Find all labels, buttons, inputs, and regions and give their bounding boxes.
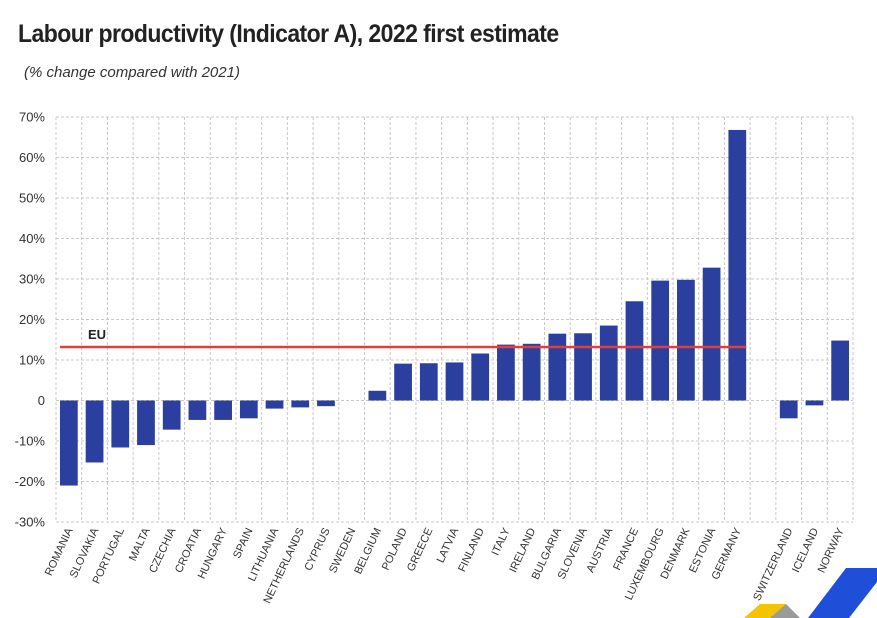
bar <box>831 340 850 401</box>
logo-grey-shape <box>770 604 800 618</box>
category-label: FINLAND <box>456 526 487 574</box>
y-tick-label: -30% <box>15 515 46 530</box>
bar <box>497 344 515 401</box>
bar <box>368 390 387 401</box>
y-tick-label: 10% <box>19 353 45 368</box>
eurostat-logo-icon <box>744 568 877 618</box>
bar <box>522 343 541 401</box>
bar <box>702 267 721 401</box>
bar <box>445 362 464 401</box>
category-label: SWITZERLAND <box>751 526 795 603</box>
bar <box>265 400 284 409</box>
bar <box>419 363 438 401</box>
category-label: NORWAY <box>816 526 847 575</box>
category-label: ITALY <box>490 526 513 558</box>
logo-blue-shape <box>808 568 877 618</box>
bar <box>239 400 258 419</box>
bars <box>59 129 850 486</box>
eu-label: EU <box>88 327 106 342</box>
bar <box>317 400 335 407</box>
y-tick-label: -10% <box>15 434 46 449</box>
bar <box>291 400 310 408</box>
y-tick-label: 40% <box>19 231 45 246</box>
y-axis: 70% 60% 50% 40% 30% 20% 10% 0 -10% -20% -30% <box>15 110 46 530</box>
bar <box>162 400 181 430</box>
bar <box>394 363 412 401</box>
bar <box>779 400 798 419</box>
y-tick-label: 20% <box>19 312 45 327</box>
bar <box>599 325 618 401</box>
bar <box>111 400 130 448</box>
bar <box>574 333 592 401</box>
category-label: MALTA <box>127 526 153 563</box>
bar <box>651 280 670 401</box>
bar <box>548 333 567 401</box>
category-label: GREECE <box>405 526 436 573</box>
chart-title: Labour productivity (Indicator A), 2022 … <box>18 20 559 48</box>
bar <box>214 400 232 420</box>
bar <box>805 400 824 406</box>
bar <box>728 129 747 401</box>
y-tick-label: 70% <box>19 110 45 125</box>
y-tick-label: 50% <box>19 191 45 206</box>
bar <box>85 400 104 463</box>
bar <box>59 400 78 486</box>
category-label: LATVIA <box>435 526 462 565</box>
bar <box>137 400 155 446</box>
category-label: SPAIN <box>231 526 256 560</box>
bar <box>471 353 490 401</box>
y-tick-label: 60% <box>19 150 45 165</box>
y-tick-label: 30% <box>19 272 45 287</box>
eu-reference: EU <box>60 327 747 349</box>
y-tick-label: 0 <box>38 393 45 408</box>
bar <box>188 400 207 420</box>
bar <box>625 301 644 401</box>
bar <box>677 279 695 401</box>
gridlines <box>55 116 854 523</box>
chart-subtitle: (% change compared with 2021) <box>24 64 240 81</box>
y-tick-label: -20% <box>15 474 46 489</box>
